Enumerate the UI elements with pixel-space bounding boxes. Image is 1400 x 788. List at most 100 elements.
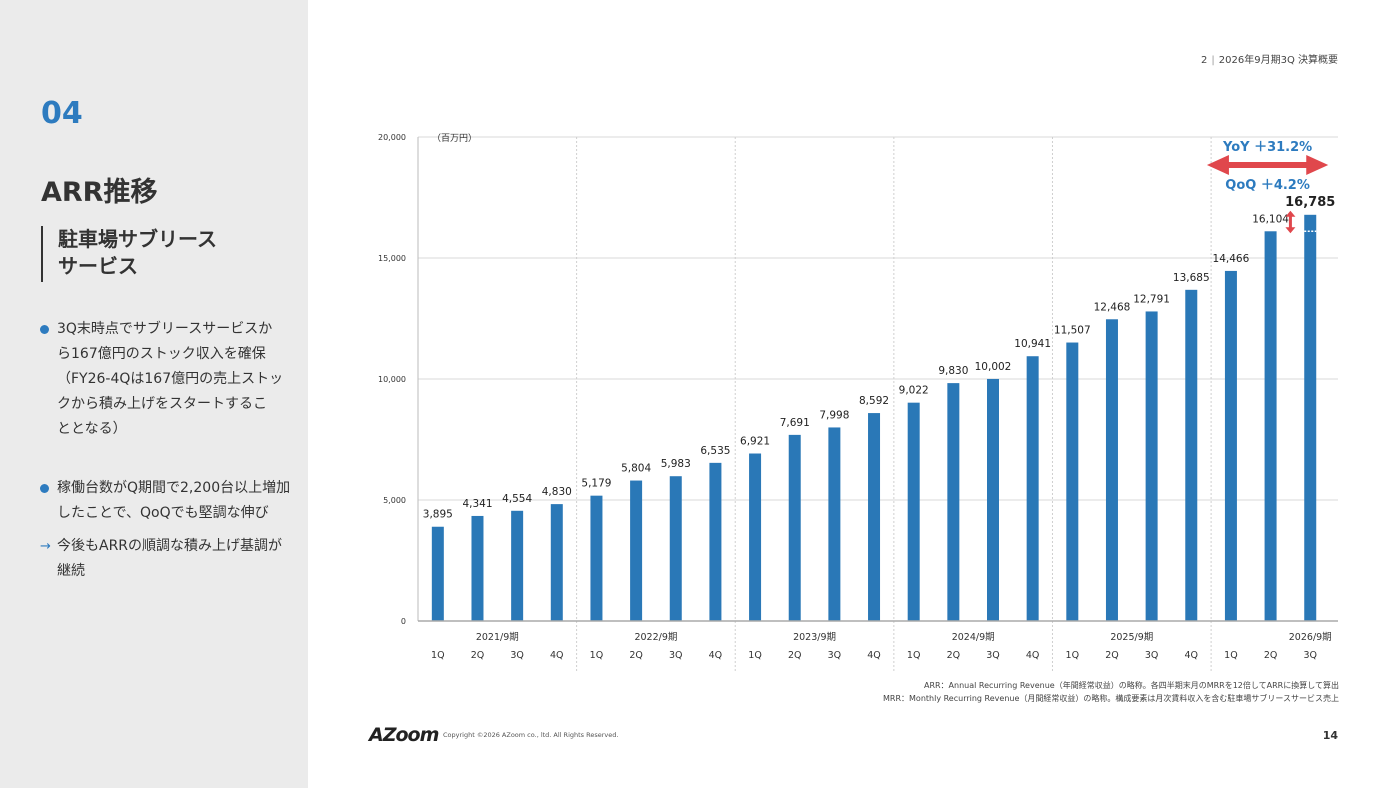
value-label: 12,468 — [1094, 301, 1131, 313]
header-page-ref: 2 — [1201, 55, 1208, 66]
arrow-up-icon — [1285, 210, 1296, 217]
bar — [1264, 231, 1277, 621]
bar — [749, 453, 762, 621]
unit-label: （百万円） — [432, 133, 477, 144]
quarter-label: 1Q — [1224, 650, 1238, 661]
quarter-label: 2Q — [629, 650, 643, 661]
bar — [1145, 311, 1158, 621]
arrow-right-icon: → — [40, 539, 51, 554]
y-tick-label: 0 — [401, 617, 406, 626]
bar — [431, 526, 444, 621]
bar — [788, 434, 801, 621]
qoq-label: QoQ ＋4.2% — [1225, 178, 1310, 193]
section-title: ARR推移 — [41, 177, 158, 208]
quarter-label: 2Q — [1264, 650, 1278, 661]
footnote-mrr: MRR：Monthly Recurring Revenue（月間経常収益）の略称… — [883, 694, 1339, 703]
quarter-label: 4Q — [1185, 650, 1199, 661]
section-number: 04 — [41, 96, 83, 131]
bullet-line: したことで、QoQでも堅調な伸び — [57, 505, 269, 521]
value-label: 8,592 — [859, 395, 889, 407]
bar — [947, 383, 960, 621]
group-label: 2023/9期 — [793, 632, 836, 643]
value-label: 12,791 — [1133, 293, 1170, 305]
bullet-line: クから積み上げをスタートするこ — [57, 396, 267, 412]
quarter-label: 2Q — [1105, 650, 1119, 661]
bar — [550, 504, 563, 621]
bullet-line: 稼働台数がQ期間で2,200台以上増加 — [57, 480, 291, 496]
bar — [868, 413, 881, 621]
value-label: 7,691 — [780, 417, 810, 429]
copyright-text: Copyright ©2026 AZoom co., ltd. All Righ… — [443, 731, 619, 739]
value-label: 10,002 — [975, 361, 1012, 373]
group-label: 2022/9期 — [634, 632, 677, 643]
bullet-line: ら167億円のストック収入を確保 — [57, 346, 266, 362]
quarter-label: 3Q — [669, 650, 683, 661]
bar — [1066, 342, 1079, 621]
value-label: 7,998 — [819, 409, 849, 421]
value-label: 5,804 — [621, 463, 651, 475]
quarter-label: 1Q — [748, 650, 762, 661]
y-tick-label: 15,000 — [378, 254, 406, 263]
y-tick-label: 20,000 — [378, 133, 406, 142]
group-label: 2021/9期 — [476, 632, 519, 643]
value-label: 9,830 — [938, 365, 968, 377]
y-tick-label: 5,000 — [383, 496, 406, 505]
bar — [987, 378, 999, 621]
value-label: 6,535 — [700, 445, 730, 457]
value-label: 5,179 — [581, 478, 611, 490]
bar — [511, 510, 524, 621]
value-label: 9,022 — [899, 385, 929, 397]
quarter-label: 2Q — [947, 650, 961, 661]
bar — [590, 495, 603, 621]
value-label: 13,685 — [1173, 272, 1210, 284]
value-label: 11,507 — [1054, 325, 1091, 337]
value-label: 4,341 — [462, 498, 492, 510]
y-tick-label: 10,000 — [378, 375, 406, 384]
quarter-label: 3Q — [1303, 650, 1317, 661]
quarter-label: 4Q — [550, 650, 564, 661]
quarter-label: 4Q — [867, 650, 881, 661]
bullet-item: 稼働台数がQ期間で2,200台以上増加 したことで、QoQでも堅調な伸び — [40, 476, 290, 526]
bar — [709, 462, 722, 621]
quarter-label: 4Q — [709, 650, 723, 661]
subtitle-line: サービス — [58, 254, 138, 278]
subtitle-block: 駐車場サブリース サービス — [41, 226, 217, 282]
yoy-label: YoY ＋31.2% — [1222, 140, 1312, 155]
quarter-label: 3Q — [986, 650, 1000, 661]
company-logo: AZoom — [369, 724, 439, 746]
bullet-item: → 今後もARRの順調な積み上げ基調が 継続 — [40, 534, 282, 584]
bullet-item: 3Q末時点でサブリースサービスか ら167億円のストック収入を確保 （FY26-… — [40, 317, 283, 442]
header-doc-title: 2026年9月期3Q 決算概要 — [1218, 55, 1338, 66]
value-label: 14,466 — [1213, 253, 1250, 265]
bar — [630, 480, 643, 621]
value-label: 16,785 — [1285, 195, 1335, 210]
bullet-line: 継続 — [57, 563, 85, 579]
dot-icon — [40, 484, 49, 493]
arr-bar-chart: 0 5,000 10,000 15,000 20,000 （百万円） 2021/9期 1Q 2Q… — [378, 133, 1338, 673]
quarter-label: 2Q — [471, 650, 485, 661]
bar — [1224, 270, 1237, 621]
value-label: 16,104 — [1252, 213, 1289, 225]
bullet-line: 3Q末時点でサブリースサービスか — [57, 321, 273, 337]
page-number: 14 — [1322, 729, 1338, 742]
value-label: 6,921 — [740, 436, 770, 448]
bar — [669, 476, 682, 621]
bar — [828, 427, 841, 621]
bar — [1185, 289, 1198, 621]
bar — [907, 402, 920, 621]
group-label: 2025/9期 — [1110, 632, 1153, 643]
value-label: 4,554 — [502, 493, 532, 505]
quarter-label: 4Q — [1026, 650, 1040, 661]
quarter-label: 3Q — [510, 650, 524, 661]
arrow-right-icon — [1306, 155, 1329, 175]
quarter-label: 1Q — [1066, 650, 1080, 661]
subtitle-line: 駐車場サブリース — [58, 227, 217, 251]
group-label: 2026/9期 — [1289, 632, 1332, 643]
page-header: 2 | 2026年9月期3Q 決算概要 — [1201, 55, 1338, 66]
dot-icon — [40, 325, 49, 334]
quarter-label: 1Q — [431, 650, 445, 661]
footnote-arr: ARR：Annual Recurring Revenue（年間経常収益）の略称。… — [923, 681, 1339, 690]
bar — [1105, 319, 1118, 621]
arrow-down-icon — [1285, 227, 1296, 234]
bullet-line: ととなる） — [57, 421, 127, 437]
